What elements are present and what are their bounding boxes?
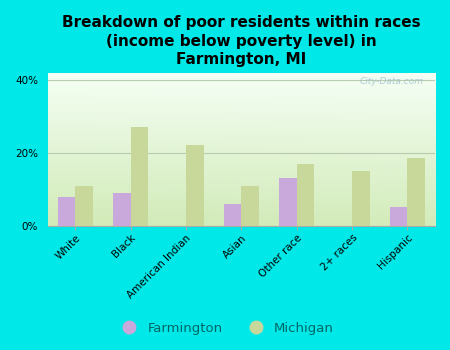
Bar	[130, 127, 148, 226]
Bar	[352, 171, 370, 226]
Bar	[279, 178, 297, 226]
Bar	[186, 146, 204, 226]
Bar	[390, 208, 407, 226]
Bar	[297, 164, 315, 226]
Bar	[407, 158, 425, 226]
Bar	[76, 186, 93, 226]
Bar	[58, 197, 76, 226]
Bar	[113, 193, 130, 226]
Bar	[224, 204, 241, 226]
Text: City-Data.com: City-Data.com	[360, 77, 423, 86]
Bar	[241, 186, 259, 226]
Title: Breakdown of poor residents within races
(income below poverty level) in
Farming: Breakdown of poor residents within races…	[62, 15, 421, 67]
Legend: Farmington, Michigan: Farmington, Michigan	[111, 316, 339, 340]
